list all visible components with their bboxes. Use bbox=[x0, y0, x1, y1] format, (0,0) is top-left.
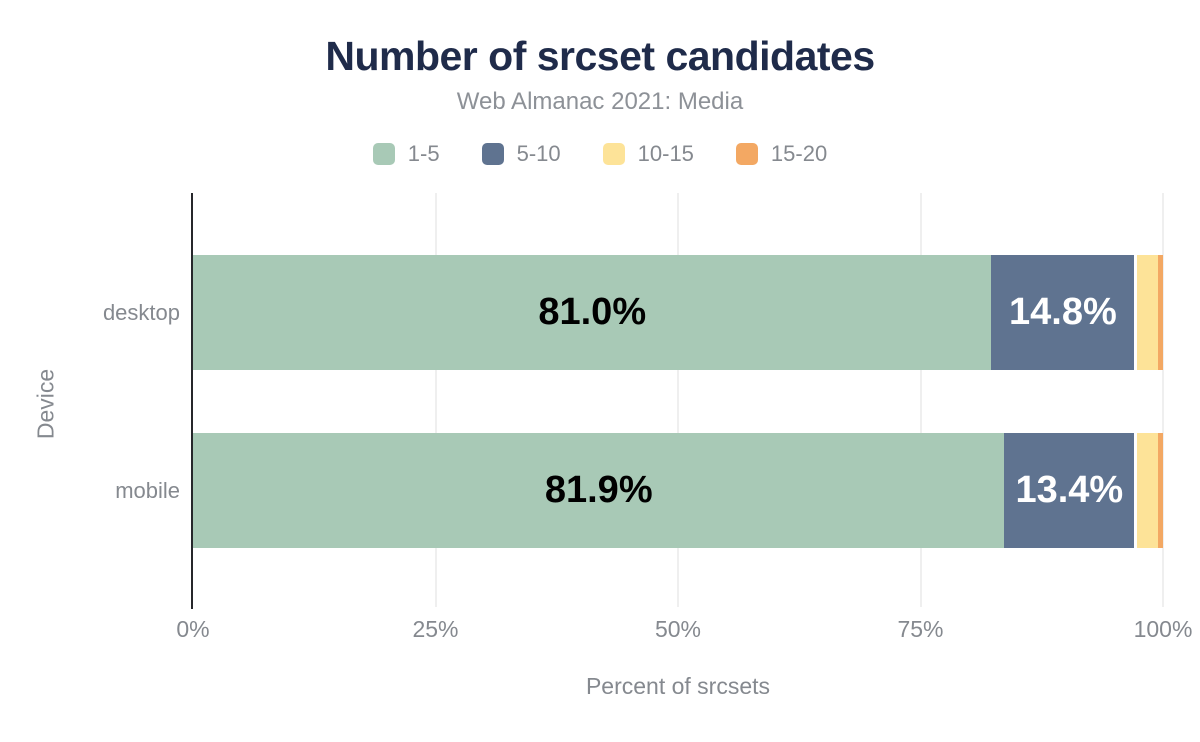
segment-desktop-15-20[interactable] bbox=[1158, 255, 1163, 370]
y-axis-line bbox=[191, 193, 193, 609]
legend-item-10-15: 10-15 bbox=[602, 141, 694, 167]
x-tick-label-0: 0% bbox=[176, 616, 210, 642]
segment-desktop-1-5[interactable]: 81.0% bbox=[193, 255, 992, 370]
legend-swatch-icon bbox=[735, 143, 758, 165]
segment-value-label: 14.8% bbox=[1009, 291, 1117, 333]
segment-value-label: 81.0% bbox=[538, 291, 647, 333]
plot-area: 81.0% 14.8% 81.9% 13.4% bbox=[191, 193, 1164, 609]
gridline-25 bbox=[434, 193, 437, 607]
segment-value-label: 13.4% bbox=[1015, 469, 1124, 511]
legend-item-15-20: 15-20 bbox=[735, 141, 828, 167]
y-tick-label-desktop: desktop bbox=[102, 299, 180, 325]
segment-value-label: 81.9% bbox=[544, 469, 653, 511]
legend-label: 10-15 bbox=[637, 141, 694, 166]
chart-title: Number of srcset candidates bbox=[325, 33, 875, 79]
legend-label: 1-5 bbox=[407, 141, 440, 166]
chart-subtitle: Web Almanac 2021: Media bbox=[456, 88, 744, 115]
segment-mobile-5-10[interactable]: 13.4% bbox=[1004, 433, 1138, 548]
gridline-100 bbox=[1162, 193, 1164, 607]
bar-mobile: 81.9% 13.4% bbox=[193, 433, 1163, 548]
y-axis-title: Device bbox=[32, 368, 59, 440]
y-tick-label-mobile: mobile bbox=[115, 477, 180, 503]
x-axis-title: Percent of srcsets bbox=[585, 673, 771, 699]
segment-mobile-1-5[interactable]: 81.9% bbox=[193, 433, 1005, 548]
x-tick-label-50: 50% bbox=[654, 616, 702, 642]
segment-desktop-10-15[interactable] bbox=[1137, 255, 1159, 370]
gridline-50 bbox=[677, 193, 679, 607]
segment-desktop-5-10[interactable]: 14.8% bbox=[991, 255, 1138, 370]
bar-desktop: 81.0% 14.8% bbox=[193, 255, 1163, 370]
x-tick-label-100: 100% bbox=[1133, 616, 1193, 642]
legend-label: 15-20 bbox=[770, 141, 828, 166]
x-tick-label-75: 75% bbox=[897, 616, 944, 642]
legend-swatch-icon bbox=[481, 143, 504, 165]
segment-mobile-10-15[interactable] bbox=[1137, 433, 1159, 548]
segment-mobile-15-20[interactable] bbox=[1158, 433, 1163, 548]
legend-item-5-10: 5-10 bbox=[481, 141, 561, 167]
gridline-75 bbox=[919, 193, 922, 607]
x-tick-label-25: 25% bbox=[412, 616, 459, 642]
legend-swatch-icon bbox=[372, 143, 395, 165]
legend-label: 5-10 bbox=[516, 141, 561, 166]
legend-item-1-5: 1-5 bbox=[372, 141, 440, 167]
legend: 1-5 5-10 10-15 15-20 bbox=[0, 141, 1200, 167]
legend-swatch-icon bbox=[602, 143, 625, 165]
